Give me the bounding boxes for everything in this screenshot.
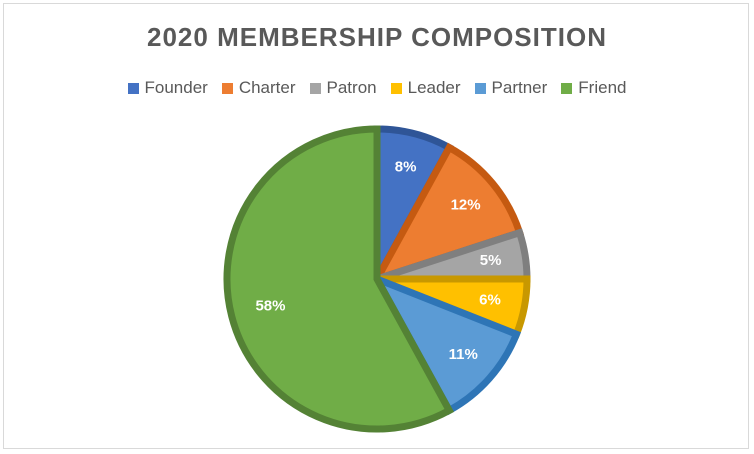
legend-item-charter: Charter: [221, 78, 296, 98]
legend-swatch-partner: [474, 82, 486, 94]
chart-title: 2020 MEMBERSHIP COMPOSITION: [147, 22, 607, 52]
legend-label-friend: Friend: [578, 78, 627, 97]
data-label-leader: 6%: [479, 292, 501, 309]
legend-label-charter: Charter: [238, 78, 296, 97]
data-label-partner: 11%: [449, 346, 478, 363]
legend-swatch-leader: [390, 82, 402, 94]
data-label-founder: 8%: [395, 159, 417, 176]
chart-legend: Founder Charter Patron Leader Partner Fr…: [4, 78, 750, 98]
legend-label-patron: Patron: [326, 78, 377, 97]
legend-item-founder: Founder: [127, 78, 208, 98]
data-label-friend: 58%: [255, 297, 285, 314]
legend-item-partner: Partner: [474, 78, 548, 98]
legend-label-founder: Founder: [144, 78, 208, 97]
legend-swatch-friend: [561, 82, 573, 94]
legend-swatch-charter: [221, 82, 233, 94]
pie-slice-partner: [369, 272, 522, 416]
legend-label-partner: Partner: [491, 78, 548, 97]
legend-item-patron: Patron: [309, 78, 377, 98]
legend-label-leader: Leader: [407, 78, 461, 97]
chart-area: 2020 MEMBERSHIP COMPOSITION Founder Char…: [3, 3, 749, 449]
data-label-charter: 12%: [451, 197, 481, 214]
legend-item-friend: Friend: [561, 78, 626, 98]
legend-item-leader: Leader: [390, 78, 461, 98]
legend-swatch-patron: [309, 82, 321, 94]
pie-slice-friend: [223, 125, 455, 433]
legend-swatch-founder: [127, 82, 139, 94]
data-label-patron: 5%: [480, 252, 502, 269]
pie-slice-charter: [369, 142, 525, 286]
pie-chart: 8% 12% 5% 6% 11% 58%: [223, 125, 531, 433]
